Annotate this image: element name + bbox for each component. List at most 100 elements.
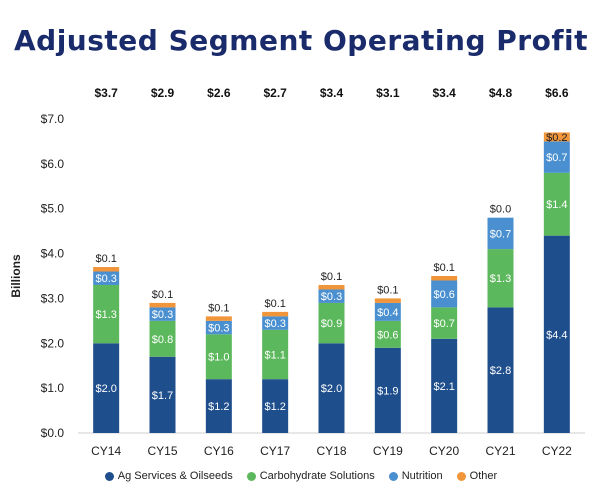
- total-label: $3.7: [94, 86, 118, 100]
- bar-segment-ag-services-oilseeds: [487, 307, 514, 433]
- legend-swatch: [104, 471, 114, 481]
- data-label: $0.6: [433, 289, 454, 301]
- data-label: $1.0: [208, 352, 229, 364]
- data-label: $0.1: [377, 284, 398, 296]
- legend-swatch: [456, 471, 466, 481]
- data-label: $1.4: [546, 199, 567, 211]
- y-tick-label: $5.0: [41, 202, 65, 216]
- bar-segment-other: [262, 311, 289, 317]
- bar-segment-other: [431, 276, 458, 281]
- bar-segment-other: [205, 316, 232, 321]
- bar-segment-ag-services-oilseeds: [431, 338, 458, 433]
- bar-segment-ag-services-oilseeds: [205, 379, 232, 433]
- y-axis-label: Billions: [9, 254, 23, 298]
- total-label: $4.8: [489, 86, 513, 100]
- data-label: $0.6: [377, 329, 398, 341]
- y-tick-label: $6.0: [41, 157, 65, 171]
- data-label: $4.4: [546, 329, 567, 341]
- legend-label: Carbohydrate Solutions: [259, 470, 375, 482]
- data-label: $0.3: [208, 323, 229, 335]
- legend: Ag Services & Oilseeds Carbohydrate Solut…: [0, 470, 602, 482]
- legend-entry: Ag Services & Oilseeds: [104, 470, 233, 482]
- x-tick-label: CY22: [542, 444, 572, 458]
- bar-segment-nutrition: [149, 307, 176, 321]
- legend-swatch: [388, 471, 398, 481]
- bar-segment-nutrition: [93, 271, 120, 285]
- y-tick-label: $0.0: [41, 426, 65, 440]
- data-label: $0.3: [321, 291, 342, 303]
- bar-segment-nutrition: [431, 280, 458, 308]
- legend-label: Other: [469, 470, 498, 482]
- data-label: $0.2: [546, 132, 567, 144]
- bar-segment-nutrition: [543, 141, 570, 173]
- data-label: $0.7: [490, 228, 511, 240]
- bar-segment-carbohydrate-solutions: [149, 320, 176, 357]
- bar-segment-other: [149, 302, 176, 308]
- bar-segment-carbohydrate-solutions: [374, 320, 401, 348]
- legend-swatch: [246, 471, 256, 481]
- data-label: $0.9: [321, 318, 342, 330]
- total-label: $3.4: [320, 86, 344, 100]
- bar-segment-carbohydrate-solutions: [431, 307, 458, 339]
- bar-segment-carbohydrate-solutions: [205, 334, 232, 380]
- data-label: $0.4: [377, 307, 398, 319]
- bar-segment-nutrition: [487, 217, 514, 250]
- legend-entry: Other: [456, 470, 498, 482]
- total-label: $6.6: [545, 86, 569, 100]
- bar-segment-carbohydrate-solutions: [487, 249, 514, 308]
- data-label: $1.3: [490, 273, 511, 285]
- total-label: $3.1: [376, 86, 400, 100]
- data-label: $0.1: [152, 289, 173, 301]
- bar-segment-nutrition: [374, 302, 401, 321]
- data-label: $0.7: [546, 152, 567, 164]
- total-label: $2.6: [207, 86, 231, 100]
- bar-segment-nutrition: [205, 320, 232, 335]
- x-tick-label: CY14: [91, 444, 121, 458]
- bar-segment-carbohydrate-solutions: [262, 329, 289, 380]
- data-label: $2.0: [321, 383, 342, 395]
- data-label: $0.3: [264, 318, 285, 330]
- bar-segment-carbohydrate-solutions: [543, 172, 570, 236]
- y-tick-label: $1.0: [41, 381, 65, 395]
- legend-entry: Carbohydrate Solutions: [246, 470, 375, 482]
- bar-segment-ag-services-oilseeds: [543, 235, 570, 433]
- data-label: $1.7: [152, 390, 173, 402]
- data-label: $0.1: [95, 253, 116, 265]
- data-label: $0.0: [490, 204, 511, 216]
- data-label: $2.8: [490, 365, 511, 377]
- x-tick-label: CY21: [485, 444, 515, 458]
- bar-segment-other: [93, 267, 120, 272]
- x-tick-label: CY17: [260, 444, 290, 458]
- bar-segment-nutrition: [318, 289, 345, 303]
- x-tick-label: CY19: [373, 444, 403, 458]
- data-label: $0.1: [264, 298, 285, 310]
- bar-segment-other: [374, 298, 401, 303]
- bar-segment-nutrition: [262, 316, 289, 330]
- bar-segment-other: [543, 132, 570, 142]
- bar-segment-carbohydrate-solutions: [318, 302, 345, 344]
- data-label: $1.1: [264, 350, 285, 362]
- x-tick-label: CY15: [147, 444, 177, 458]
- legend-label: Nutrition: [401, 470, 443, 482]
- bar-segment-other: [318, 284, 345, 290]
- chart-title: Adjusted Segment Operating Profit: [14, 24, 588, 57]
- legend-label: Ag Services & Oilseeds: [117, 470, 233, 482]
- total-label: $2.9: [151, 86, 175, 100]
- data-label: $0.1: [433, 262, 454, 274]
- x-tick-label: CY18: [316, 444, 346, 458]
- bar-segment-ag-services-oilseeds: [318, 343, 345, 433]
- data-label: $1.2: [208, 401, 229, 413]
- x-tick-label: CY16: [204, 444, 234, 458]
- data-label: $0.1: [208, 302, 229, 314]
- data-label: $2.0: [95, 383, 116, 395]
- total-label: $2.7: [263, 86, 287, 100]
- legend-entry: Nutrition: [388, 470, 443, 482]
- data-label: $1.2: [264, 401, 285, 413]
- bar-segment-ag-services-oilseeds: [93, 343, 120, 433]
- y-tick-label: $7.0: [41, 112, 65, 126]
- bar-segment-ag-services-oilseeds: [149, 356, 176, 433]
- data-label: $0.7: [433, 318, 454, 330]
- bar-segment-ag-services-oilseeds: [262, 379, 289, 433]
